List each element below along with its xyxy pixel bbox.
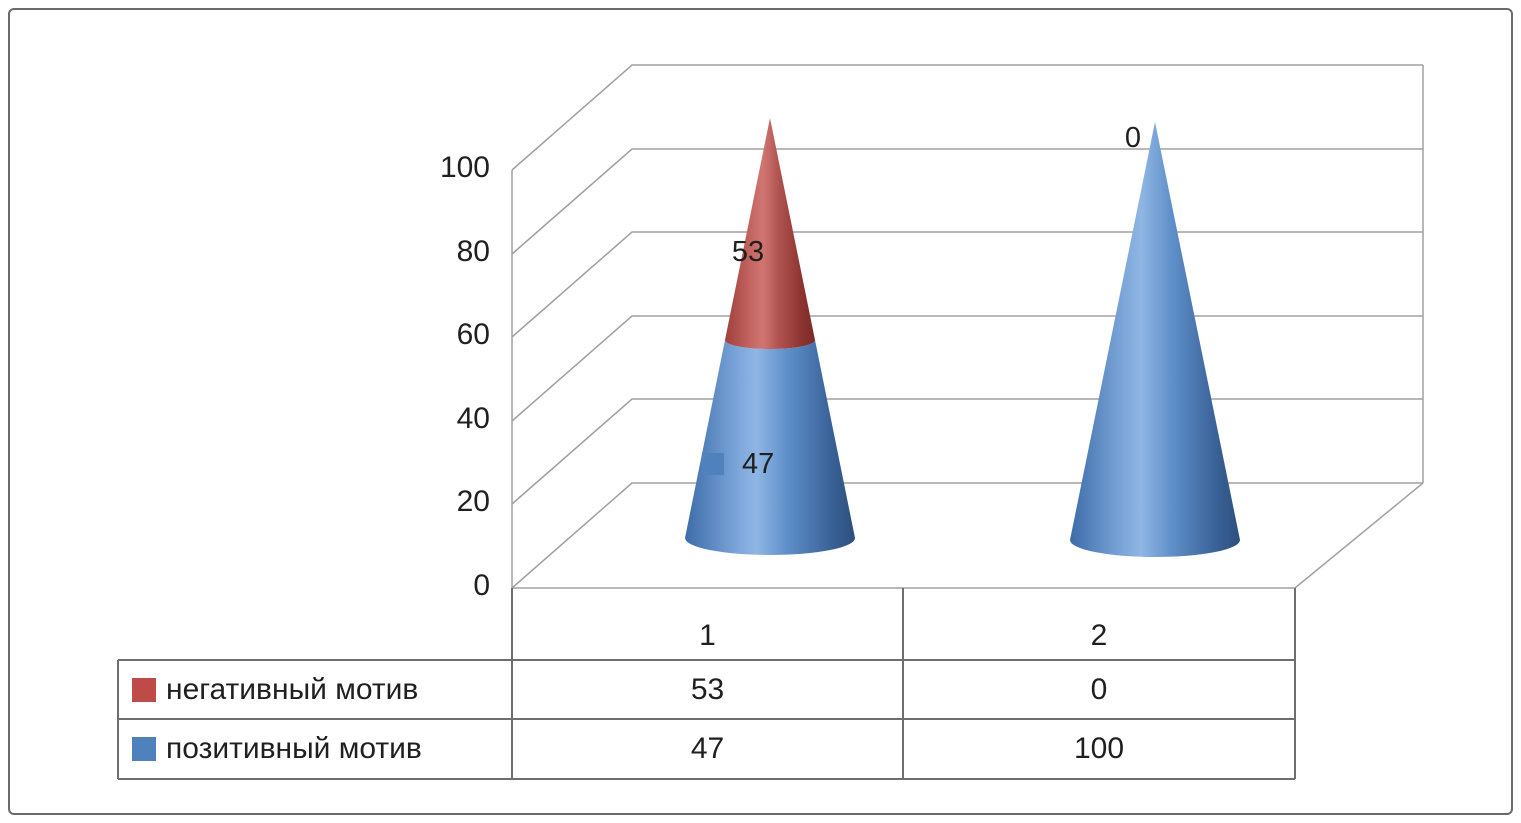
gridlines (511, 64, 1424, 589)
y-tick-80: 80 (456, 235, 490, 268)
cone-category2-positive-segment (1070, 122, 1240, 557)
y-tick-20: 20 (456, 485, 490, 518)
table-row-positive-label: позитивный мотив (132, 719, 508, 779)
gridline-20 (511, 398, 1423, 505)
table-cell-positive-cat2: 100 (1073, 732, 1125, 765)
cone-category1-positive-segment (685, 340, 855, 555)
negative-series-legend-icon (132, 677, 156, 702)
gridline-100 (511, 64, 1423, 171)
data-label-positive-cat1-value: 47 (742, 448, 775, 480)
positive-series-name: позитивный мотив (166, 732, 422, 765)
table-cell-negative-cat1: 53 (690, 672, 725, 706)
positive-series-legend-icon (132, 737, 156, 761)
y-tick-0: 0 (473, 569, 490, 602)
floor-front-edge (512, 482, 1424, 589)
data-label-negative-cat2: 0 (1124, 122, 1142, 154)
data-table-borders (117, 588, 1296, 780)
category-label-1: 1 (699, 619, 716, 652)
category-label-2: 2 (1090, 619, 1108, 652)
y-tick-60: 60 (456, 318, 490, 351)
data-label-negative-cat1: 53 (731, 236, 765, 268)
gridline-0 (511, 482, 1423, 589)
positive-series-label-key-icon (702, 453, 724, 475)
table-cell-positive-cat1: 47 (690, 732, 725, 765)
cone-series (685, 118, 1240, 557)
data-label-positive-cat1: 47 (702, 446, 774, 482)
table-cell-negative-cat2: 0 (1090, 672, 1108, 706)
y-tick-40: 40 (456, 402, 490, 435)
y-tick-100: 100 (439, 151, 490, 184)
negative-series-name: негативный мотив (166, 672, 419, 706)
gridline-60 (511, 231, 1423, 338)
table-row-negative-label: негативный мотив (132, 660, 508, 719)
gridline-40 (511, 315, 1423, 422)
cone-category1-negative-segment (725, 118, 815, 349)
gridline-80 (511, 148, 1423, 255)
